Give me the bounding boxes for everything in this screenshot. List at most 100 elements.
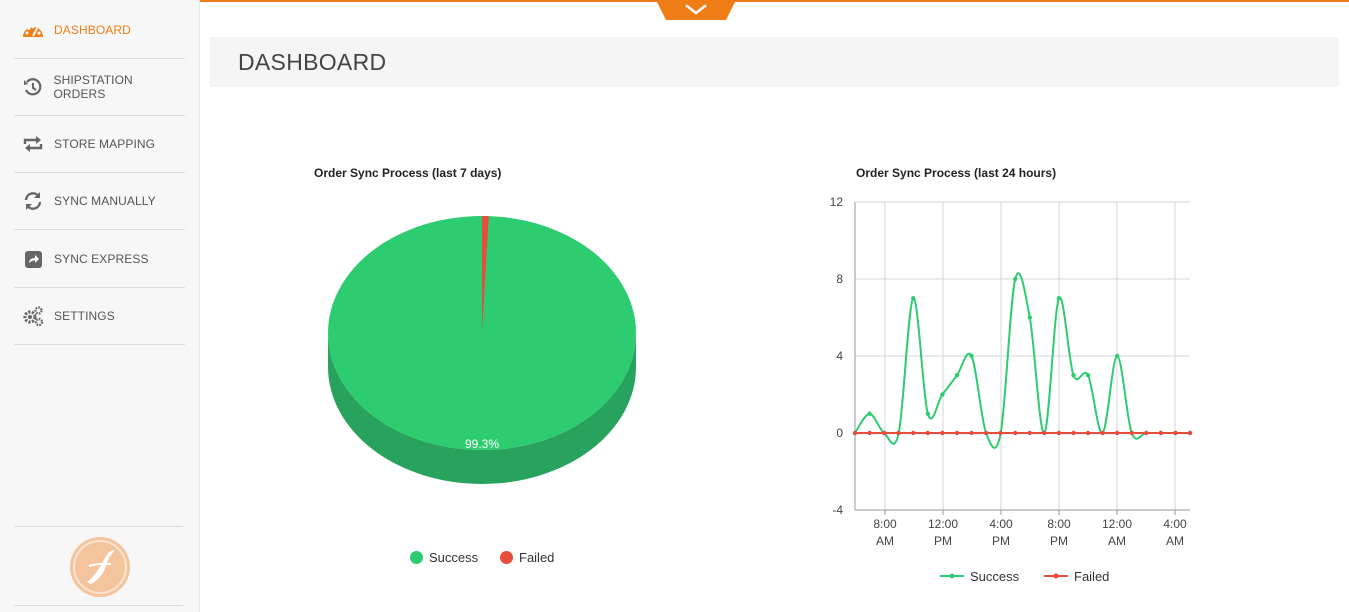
legend-label: Success bbox=[429, 550, 479, 565]
data-point-failed bbox=[1085, 430, 1091, 436]
legend-dot-success bbox=[410, 551, 423, 564]
x-tick-label-line: PM bbox=[992, 534, 1010, 548]
history-icon bbox=[22, 76, 43, 98]
divider bbox=[14, 526, 183, 527]
data-point-failed bbox=[1129, 430, 1134, 436]
page-title: DASHBOARD bbox=[238, 49, 387, 75]
data-point-failed bbox=[881, 430, 887, 436]
data-point-success bbox=[925, 411, 931, 416]
data-point-success bbox=[1114, 353, 1120, 359]
sidebar-item-label: SETTINGS bbox=[54, 309, 115, 323]
page-header: DASHBOARD bbox=[210, 37, 1339, 87]
pie-data-label: 99.3% bbox=[465, 437, 499, 451]
sidebar-item-settings[interactable]: SETTINGS bbox=[14, 288, 185, 345]
legend-label-success: Success bbox=[970, 569, 1020, 584]
legend-dot-failed bbox=[500, 551, 513, 564]
data-point-success bbox=[1085, 373, 1091, 378]
data-point-failed bbox=[1042, 430, 1047, 436]
sidebar-item-label: SYNC EXPRESS bbox=[54, 252, 149, 266]
x-tick-label: 12:00 AM bbox=[1102, 517, 1132, 548]
x-tick-label-line: 8:00 bbox=[1047, 517, 1071, 531]
pie-slice-side-success bbox=[328, 333, 636, 484]
data-point-failed bbox=[867, 430, 872, 436]
sidebar-item-store-mapping[interactable]: STORE MAPPING bbox=[14, 116, 185, 173]
refresh-icon bbox=[22, 190, 44, 212]
legend-label-failed: Failed bbox=[1074, 569, 1109, 584]
data-point-failed bbox=[954, 430, 960, 436]
pie-chart: 99.3% bbox=[328, 215, 636, 484]
legend-item-success[interactable]: Success bbox=[410, 550, 478, 565]
x-tick-label-line: AM bbox=[1108, 534, 1126, 548]
series-line-success bbox=[854, 272, 1190, 449]
data-point-success bbox=[867, 411, 872, 416]
data-point-failed bbox=[1071, 430, 1076, 436]
data-point-success bbox=[1071, 373, 1076, 378]
x-tick-label-line: PM bbox=[934, 534, 952, 548]
line-chart-title: Order Sync Process (last 24 hours) bbox=[856, 166, 1057, 180]
data-point-success bbox=[1013, 276, 1018, 282]
legend-item-failed[interactable]: Failed bbox=[500, 550, 554, 565]
data-point-failed bbox=[852, 430, 858, 436]
x-tick-label: 4:00 PM bbox=[989, 517, 1013, 548]
x-tick-label-line: PM bbox=[1050, 534, 1068, 548]
x-tick-label-line: AM bbox=[876, 534, 894, 548]
data-point-failed bbox=[896, 430, 901, 436]
x-tick-label-line: 4:00 bbox=[1163, 517, 1187, 531]
data-point-failed bbox=[998, 430, 1003, 436]
data-point-success bbox=[1027, 315, 1032, 320]
gears-icon bbox=[22, 305, 44, 327]
legend-marker-success bbox=[949, 573, 955, 579]
collapse-toggle-tab[interactable] bbox=[656, 0, 736, 20]
x-tick-label: 8:00 PM bbox=[1047, 517, 1071, 548]
divider bbox=[14, 605, 183, 606]
sidebar-item-label: DASHBOARD bbox=[54, 23, 131, 37]
data-point-failed bbox=[1187, 430, 1193, 436]
data-point-failed bbox=[940, 430, 945, 436]
sidebar: DASHBOARD SHIPSTATION ORDERS STORE MAPPI… bbox=[0, 0, 200, 612]
data-point-failed bbox=[969, 430, 974, 436]
share-square-icon bbox=[22, 248, 44, 270]
y-tick-label: 0 bbox=[836, 426, 843, 440]
x-tick-label: 8:00 AM bbox=[873, 517, 897, 548]
x-tick-label-line: 8:00 bbox=[873, 517, 897, 531]
data-point-failed bbox=[1056, 430, 1062, 436]
data-point-success bbox=[954, 373, 960, 378]
sidebar-item-label: STORE MAPPING bbox=[54, 137, 156, 151]
data-point-failed bbox=[1100, 430, 1105, 436]
data-point-success bbox=[940, 392, 945, 397]
swap-arrows-icon bbox=[22, 133, 44, 155]
x-tick-label-line: AM bbox=[1166, 534, 1184, 548]
y-tick-label: 8 bbox=[836, 272, 843, 286]
speedometer-icon bbox=[22, 19, 44, 41]
legend-label: Failed bbox=[519, 550, 555, 565]
sidebar-item-shipstation-orders[interactable]: SHIPSTATION ORDERS bbox=[14, 59, 185, 116]
sidebar-item-sync-manually[interactable]: SYNC MANUALLY bbox=[14, 173, 185, 230]
data-point-failed bbox=[1173, 430, 1178, 436]
data-point-success bbox=[911, 296, 916, 301]
x-tick-label-line: 4:00 bbox=[989, 517, 1013, 531]
x-tick-label-line: 12:00 bbox=[1102, 517, 1132, 531]
sidebar-item-label: SYNC MANUALLY bbox=[54, 194, 156, 208]
data-point-failed bbox=[1027, 430, 1032, 436]
chevron-down-icon bbox=[685, 4, 707, 15]
x-tick-label-line: 12:00 bbox=[928, 517, 958, 531]
pie-chart-title: Order Sync Process (last 7 days) bbox=[314, 166, 502, 180]
data-point-failed bbox=[1013, 430, 1018, 436]
sidebar-item-label: SHIPSTATION ORDERS bbox=[53, 73, 133, 101]
data-point-failed bbox=[925, 430, 931, 436]
data-point-success bbox=[969, 353, 974, 359]
sidebar-item-dashboard[interactable]: DASHBOARD bbox=[14, 2, 185, 59]
brand-logo bbox=[70, 537, 130, 597]
sidebar-item-sync-express[interactable]: SYNC EXPRESS bbox=[14, 231, 185, 288]
data-point-failed bbox=[911, 430, 916, 436]
y-tick-label: 4 bbox=[836, 349, 843, 363]
data-point-failed bbox=[1144, 430, 1149, 436]
pie-slice-failed bbox=[482, 215, 489, 333]
data-point-failed bbox=[983, 430, 989, 436]
y-tick-label: -4 bbox=[832, 503, 843, 517]
data-point-failed bbox=[1114, 430, 1120, 436]
y-tick-label: 12 bbox=[830, 195, 844, 209]
x-tick-label: 4:00 AM bbox=[1163, 517, 1187, 548]
data-point-failed bbox=[1158, 430, 1164, 436]
